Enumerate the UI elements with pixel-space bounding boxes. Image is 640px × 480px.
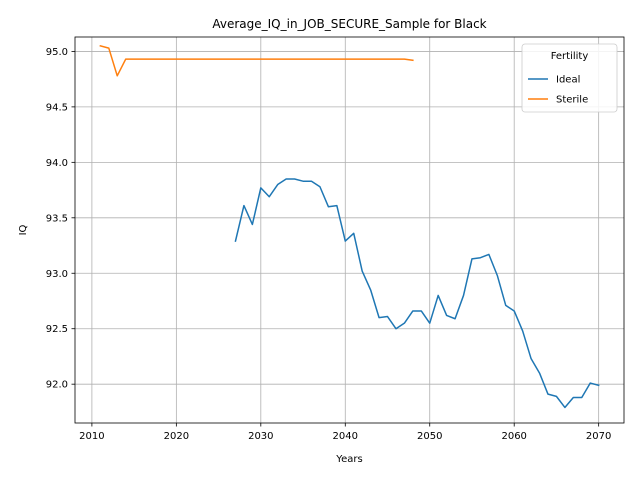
y-tick-label: 92.5 bbox=[46, 324, 68, 335]
chart-title: Average_IQ_in_JOB_SECURE_Sample for Blac… bbox=[212, 17, 486, 31]
series-line-ideal bbox=[234, 178, 600, 409]
x-tick-label: 2070 bbox=[586, 431, 611, 442]
series-lines bbox=[99, 44, 600, 409]
series-line-sterile bbox=[99, 44, 414, 77]
x-axis-ticks: 2010 2020 2030 2040 2050 2060 2070 bbox=[79, 423, 611, 442]
y-tick-label: 94.0 bbox=[46, 158, 68, 169]
y-axis-label: IQ bbox=[18, 224, 29, 235]
legend: Fertility Ideal Sterile bbox=[521, 43, 618, 113]
x-tick-label: 2030 bbox=[248, 431, 273, 442]
x-tick-label: 2010 bbox=[79, 431, 104, 442]
x-tick-label: 2020 bbox=[164, 431, 189, 442]
legend-entries: Ideal Sterile bbox=[528, 75, 588, 106]
x-axis-label: Years bbox=[335, 454, 362, 465]
legend-label-ideal: Ideal bbox=[556, 75, 580, 86]
legend-title: Fertility bbox=[551, 51, 589, 62]
y-tick-label: 93.0 bbox=[46, 269, 68, 280]
x-tick-label: 2040 bbox=[333, 431, 358, 442]
y-tick-label: 92.0 bbox=[46, 380, 68, 391]
y-tick-label: 95.0 bbox=[46, 47, 68, 58]
x-tick-label: 2050 bbox=[417, 431, 442, 442]
y-axis-ticks: 92.0 92.5 93.0 93.5 94.0 94.5 95.0 bbox=[46, 47, 75, 391]
legend-box bbox=[521, 43, 618, 113]
y-tick-label: 94.5 bbox=[46, 102, 68, 113]
legend-label-sterile: Sterile bbox=[556, 95, 588, 106]
y-tick-label: 93.5 bbox=[46, 213, 68, 224]
x-tick-label: 2060 bbox=[501, 431, 526, 442]
plot-area-frame bbox=[74, 36, 625, 424]
